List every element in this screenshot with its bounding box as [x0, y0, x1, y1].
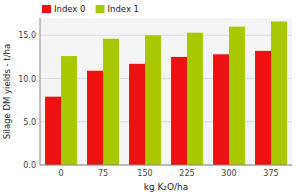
grid-line: [40, 35, 292, 36]
x-tick-label: 375: [263, 169, 278, 178]
bar: [45, 97, 61, 165]
legend-item: Index 1: [96, 4, 140, 14]
x-axis-label: kg K₂O/ha: [144, 182, 189, 192]
legend-swatch: [42, 5, 51, 13]
bar: [255, 51, 271, 165]
grid-line: [40, 165, 292, 166]
y-tick-label: 5.0: [23, 118, 36, 127]
bar: [229, 27, 245, 165]
bar: [61, 56, 77, 165]
legend-label: Index 0: [54, 4, 86, 14]
x-tick-label: 225: [179, 169, 194, 178]
x-tick-label: 75: [98, 169, 108, 178]
bars: [45, 21, 287, 165]
chart: 0.0 5.0 10.0 15.0 0 75 150 225 300 375 kg K₂O/ha Si…: [0, 0, 300, 195]
bar: [213, 54, 229, 165]
legend-item: Index 0: [42, 4, 86, 14]
y-tick-label: 10.0: [18, 75, 36, 84]
y-axis: [40, 18, 41, 165]
bar: [145, 35, 161, 165]
legend: Index 0 Index 1: [42, 4, 139, 14]
y-axis-label: Silage DM yields - t/ha: [2, 44, 12, 139]
x-axis: [40, 165, 292, 166]
plot-background: [40, 18, 292, 165]
legend-swatch: [96, 5, 105, 13]
grid-line: [40, 121, 292, 122]
y-tick-label: 15.0: [18, 31, 36, 40]
bar: [171, 57, 187, 165]
x-tick-label: 0: [58, 169, 63, 178]
x-tick-label: 300: [221, 169, 236, 178]
y-tick-label: 0.0: [23, 161, 36, 170]
bar: [103, 39, 119, 165]
bar: [271, 21, 287, 165]
legend-label: Index 1: [108, 4, 140, 14]
x-tick-label: 150: [137, 169, 152, 178]
bar: [129, 64, 145, 165]
bar: [187, 33, 203, 165]
bar: [87, 71, 103, 165]
grid-line: [40, 78, 292, 79]
